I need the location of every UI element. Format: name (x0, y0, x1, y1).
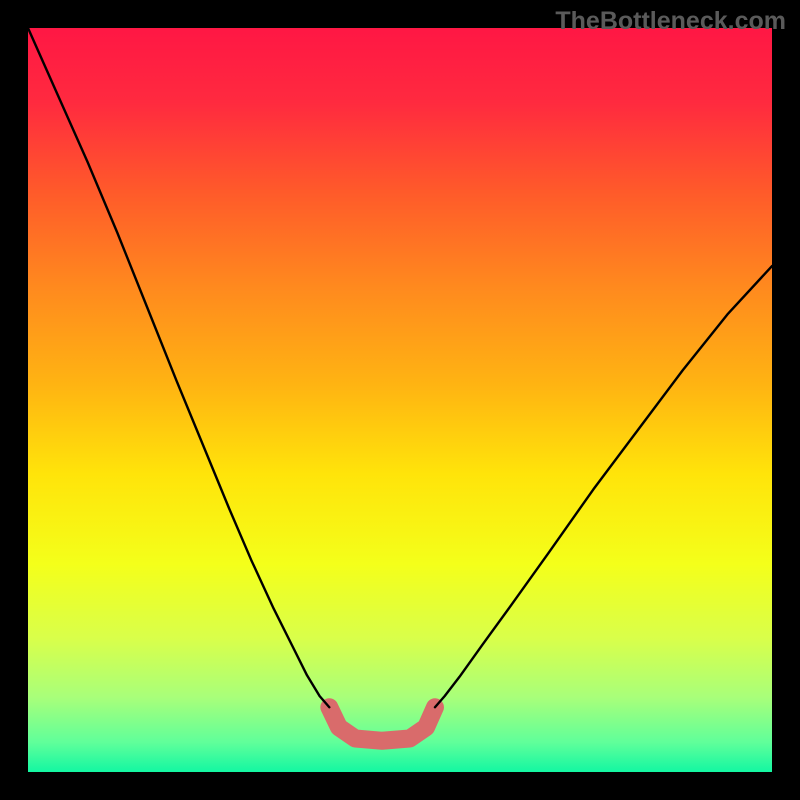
chart-container: TheBottleneck.com (0, 0, 800, 800)
bottleneck-chart (0, 0, 800, 800)
watermark-text: TheBottleneck.com (555, 7, 786, 36)
